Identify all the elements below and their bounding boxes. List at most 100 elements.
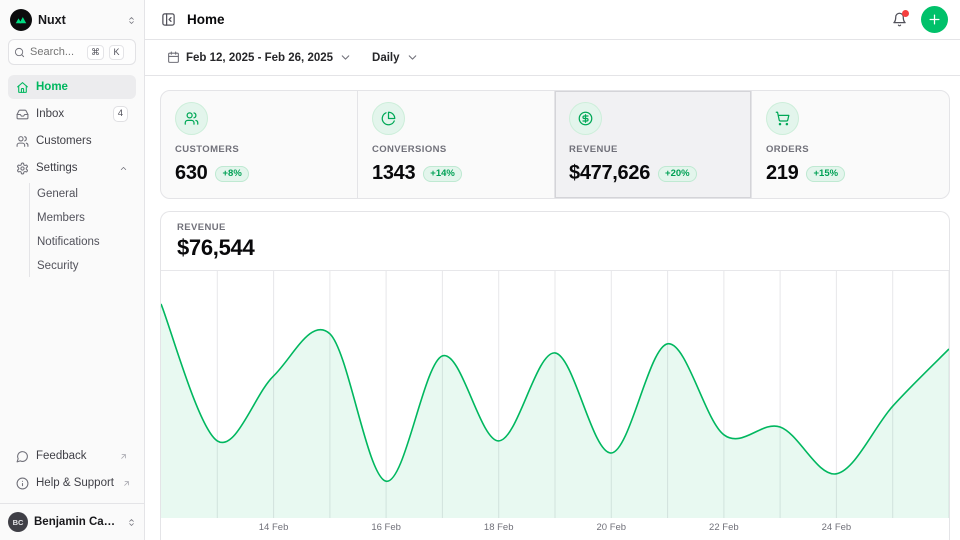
chevrons-up-down-icon <box>127 16 136 25</box>
stats-cards: CUSTOMERS 630 +8% CONVERSIONS 1343 +14% <box>160 90 950 199</box>
chevron-down-icon <box>339 51 352 64</box>
inbox-icon <box>16 108 29 121</box>
sidebar-item-general[interactable]: General <box>30 183 136 205</box>
chevrons-up-down-icon <box>127 518 136 527</box>
arrow-up-right-icon <box>119 452 128 461</box>
x-axis-tick-label: 22 Feb <box>709 522 739 533</box>
sidebar-spacer <box>0 277 144 444</box>
info-circle-icon <box>16 477 29 490</box>
sidebar-item-settings[interactable]: Settings <box>8 156 136 180</box>
footer-link-label: Help & Support <box>36 477 114 489</box>
gear-icon <box>16 162 29 175</box>
sidebar-item-customers[interactable]: Customers <box>8 129 136 153</box>
chart-title: REVENUE <box>177 222 226 233</box>
chart-header: REVENUE $76,544 <box>161 212 949 271</box>
revenue-chart-card: REVENUE $76,544 14 Feb 16 Feb 18 Feb 20 Feb… <box>160 211 950 540</box>
search-icon <box>14 47 25 58</box>
sidebar-item-label: Customers <box>36 135 92 147</box>
stat-delta-badge: +14% <box>423 165 462 182</box>
inbox-count-badge: 4 <box>112 106 128 122</box>
calendar-icon <box>167 51 180 64</box>
x-axis-tick-label: 16 Feb <box>371 522 401 533</box>
nuxt-logo-icon <box>10 9 32 31</box>
sidebar-item-label: Inbox <box>36 108 65 120</box>
chart-svg <box>161 271 949 518</box>
kbd-meta: ⌘ <box>87 44 104 60</box>
stat-card-orders[interactable]: ORDERS 219 +15% <box>752 91 949 198</box>
users-icon <box>16 135 29 148</box>
stat-card-conversions[interactable]: CONVERSIONS 1343 +14% <box>358 91 555 198</box>
stat-label: CUSTOMERS <box>175 144 240 155</box>
stat-delta-badge: +15% <box>806 165 846 182</box>
search-box[interactable]: ⌘ K <box>8 39 136 65</box>
search-input[interactable] <box>30 46 82 58</box>
add-button[interactable] <box>921 6 948 33</box>
panel-left-close-icon <box>161 12 176 27</box>
notifications-button[interactable] <box>890 10 909 29</box>
feedback-link[interactable]: Feedback <box>8 444 136 468</box>
sidebar-footer-nav: Feedback Help & Support <box>0 444 144 503</box>
date-range-value: Feb 12, 2025 - Feb 26, 2025 <box>186 51 334 64</box>
shopping-cart-icon <box>766 102 799 135</box>
chevron-up-icon <box>119 164 128 173</box>
sub-item-label: Security <box>37 260 79 272</box>
stat-value: $477,626 <box>569 162 651 184</box>
message-circle-icon <box>16 450 29 463</box>
chart-pie-icon <box>372 102 405 135</box>
sidebar-item-home[interactable]: Home <box>8 75 136 99</box>
chart-total-value: $76,544 <box>177 235 255 260</box>
main-area: Home Fe <box>145 0 960 540</box>
stat-label: ORDERS <box>766 144 810 155</box>
plus-icon <box>927 12 942 27</box>
sub-item-label: Notifications <box>37 236 100 248</box>
revenue-area-chart[interactable] <box>161 271 949 518</box>
sidebar-nav: Home Inbox 4 Customers Settings <box>0 75 144 277</box>
sidebar-item-inbox[interactable]: Inbox 4 <box>8 102 136 126</box>
date-range-picker[interactable]: Feb 12, 2025 - Feb 26, 2025 <box>159 47 360 68</box>
filters-toolbar: Feb 12, 2025 - Feb 26, 2025 Daily <box>145 40 960 76</box>
granularity-value: Daily <box>372 51 400 64</box>
stat-value: 219 <box>766 162 799 184</box>
settings-submenu: General Members Notifications Security <box>29 183 136 277</box>
granularity-select[interactable]: Daily <box>364 47 427 68</box>
sidebar-item-notifications[interactable]: Notifications <box>30 231 136 253</box>
users-icon <box>175 102 208 135</box>
stat-delta-badge: +8% <box>215 165 249 182</box>
stat-card-revenue[interactable]: REVENUE $477,626 +20% <box>555 91 752 198</box>
stat-label: CONVERSIONS <box>372 144 447 155</box>
sidebar-item-security[interactable]: Security <box>30 255 136 277</box>
stat-delta-badge: +20% <box>658 165 697 182</box>
main-header: Home <box>145 0 960 40</box>
user-name: Benjamin Canac <box>34 516 121 528</box>
x-axis-tick-label: 18 Feb <box>483 522 514 533</box>
stat-value: 1343 <box>372 162 416 184</box>
bell-icon <box>892 12 907 27</box>
arrow-up-right-icon <box>122 479 131 488</box>
sidebar-item-members[interactable]: Members <box>30 207 136 229</box>
dashboard-content: CUSTOMERS 630 +8% CONVERSIONS 1343 +14% <box>145 76 960 540</box>
sidebar-item-label: Home <box>36 81 68 93</box>
user-menu[interactable]: BC Benjamin Canac <box>0 503 144 540</box>
kbd-k: K <box>109 44 124 60</box>
collapse-sidebar-button[interactable] <box>159 10 178 29</box>
sub-item-label: General <box>37 188 78 200</box>
x-axis-tick-label: 14 Feb <box>258 522 289 533</box>
stat-card-customers[interactable]: CUSTOMERS 630 +8% <box>161 91 358 198</box>
workspace-name: Nuxt <box>38 13 66 27</box>
stat-label: REVENUE <box>569 144 618 155</box>
sub-item-label: Members <box>37 212 85 224</box>
user-avatar: BC <box>8 512 28 532</box>
footer-link-label: Feedback <box>36 450 87 462</box>
help-support-link[interactable]: Help & Support <box>8 471 136 495</box>
x-axis-tick-label: 24 Feb <box>821 522 852 533</box>
sidebar: Nuxt ⌘ K Home <box>0 0 145 540</box>
workspace-switcher[interactable]: Nuxt <box>0 0 144 37</box>
x-axis-tick-label: 20 Feb <box>596 522 627 533</box>
page-title: Home <box>187 12 225 27</box>
chevron-down-icon <box>406 51 419 64</box>
stat-value: 630 <box>175 162 208 184</box>
home-icon <box>16 81 29 94</box>
notification-dot <box>902 10 909 17</box>
sidebar-item-label: Settings <box>36 162 78 174</box>
